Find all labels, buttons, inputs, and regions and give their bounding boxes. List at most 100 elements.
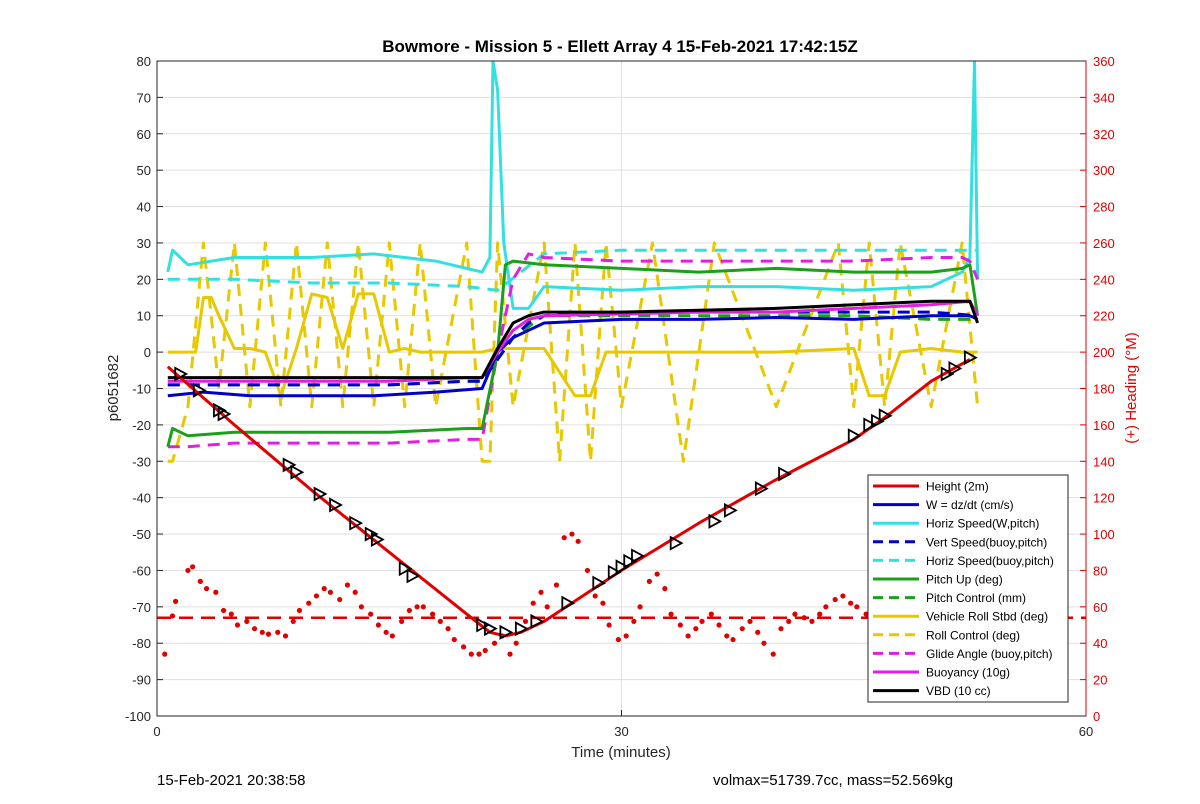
heading-dot [600, 600, 606, 606]
heading-dot [399, 618, 405, 624]
y2-axis-ticks: 3603403203002802602402202001801601401201… [1080, 54, 1115, 724]
height-marker [313, 486, 328, 502]
heading-dot [265, 631, 272, 637]
legend-entry: Buoyancy (10g) [926, 666, 1010, 680]
series-line-5 [166, 259, 980, 448]
y-axis-ticks: 80 70 60 50 40 30 20 10 0 -10 -20 -30 -40 -50 -60 -70 -8… [125, 54, 163, 724]
y2-tick-label: 280 [1093, 200, 1115, 215]
legend-entry: Pitch Up (deg) [926, 573, 1003, 587]
height-marker [607, 564, 622, 580]
heading-dot [162, 651, 168, 657]
y-tick-label: -90 [132, 673, 151, 688]
y-tick-label: 40 [137, 200, 151, 215]
y-tick-label: -60 [132, 563, 151, 578]
heading-dot [296, 607, 303, 614]
heading-dot [699, 618, 705, 624]
heading-dot [584, 567, 591, 574]
heading-dot [724, 633, 730, 639]
y2-tick-label: 320 [1093, 127, 1115, 142]
height-marker [940, 366, 955, 382]
heading-dot [693, 626, 699, 632]
heading-dot [321, 586, 327, 592]
heading-dot [708, 611, 714, 617]
heading-dot [251, 626, 258, 632]
y2-tick-label: 40 [1093, 636, 1107, 651]
height-marker [948, 360, 963, 377]
heading-dot [259, 629, 265, 635]
heading-dot [778, 626, 784, 632]
y2-tick-label: 20 [1093, 673, 1107, 688]
heading-dot [561, 535, 567, 541]
heading-dot [306, 600, 312, 606]
heading-dot [375, 622, 382, 628]
height-marker [406, 568, 421, 584]
series-line-2 [166, 61, 980, 310]
heading-dot [544, 604, 550, 610]
heading-dot [203, 586, 210, 592]
heading-dot [631, 618, 637, 624]
heading-dot [220, 607, 227, 614]
y-tick-label: -20 [132, 418, 151, 433]
height-marker [863, 417, 878, 433]
y-tick-label: 60 [137, 127, 151, 142]
x-tick-label: 60 [1079, 724, 1093, 739]
height-marker [878, 408, 893, 424]
height-marker [871, 413, 885, 429]
heading-dot [863, 611, 869, 617]
height-marker [530, 613, 545, 629]
marker-layer [174, 350, 978, 640]
height-marker [370, 531, 385, 548]
heading-dot [190, 564, 196, 570]
x-axis-ticks: 0 30 60 [153, 710, 1093, 739]
height-marker [192, 382, 207, 398]
series-line-11 [167, 299, 980, 380]
y-tick-label: 50 [137, 163, 151, 178]
legend-entry: VBD (10 cc) [926, 684, 991, 698]
heading-dot [823, 604, 829, 610]
heading-dot [513, 640, 519, 646]
height-marker [708, 513, 723, 529]
y-tick-label: 10 [137, 309, 151, 324]
heading-dot [185, 567, 191, 574]
heading-dot [522, 618, 529, 624]
heading-dot [592, 593, 598, 599]
y2-tick-label: 120 [1093, 491, 1115, 506]
y-tick-label: -10 [132, 382, 151, 397]
heading-dot [451, 636, 457, 643]
heading-dot [761, 640, 767, 646]
heading-dot [530, 600, 536, 606]
heading-dot [575, 538, 581, 544]
heading-dot [468, 651, 474, 657]
y2-tick-label: 300 [1093, 163, 1115, 178]
heading-dot [344, 582, 351, 588]
y2-tick-label: 360 [1093, 54, 1115, 69]
height-marker [963, 350, 978, 366]
y2-tick-label: 220 [1093, 309, 1115, 324]
heading-dot [358, 604, 364, 610]
heading-dot [445, 626, 451, 632]
y-tick-label: -80 [132, 636, 151, 651]
legend-entry: Horiz Speed(buoy,pitch) [926, 554, 1054, 568]
heading-dot [730, 636, 736, 643]
heading-dot [406, 607, 412, 614]
height-marker [723, 502, 738, 518]
heading-dot [290, 618, 296, 624]
y2-tick-label: 0 [1093, 709, 1100, 724]
height-marker [847, 428, 862, 444]
heading-dot [420, 604, 426, 610]
heading-dot [637, 604, 643, 610]
height-marker [174, 366, 189, 382]
y2-tick-label: 100 [1093, 527, 1115, 542]
heading-dot [654, 571, 660, 577]
heading-dot [755, 629, 761, 635]
heading-dot [832, 596, 838, 603]
heading-layer [157, 531, 1086, 657]
x-tick-label: 0 [153, 724, 160, 739]
heading-dot [662, 586, 668, 592]
heading-dot [389, 633, 395, 639]
heading-dot [437, 618, 443, 624]
x-tick-label: 30 [614, 724, 628, 739]
x-axis-label: Time (minutes) [571, 744, 670, 761]
legend-box [867, 474, 1069, 703]
